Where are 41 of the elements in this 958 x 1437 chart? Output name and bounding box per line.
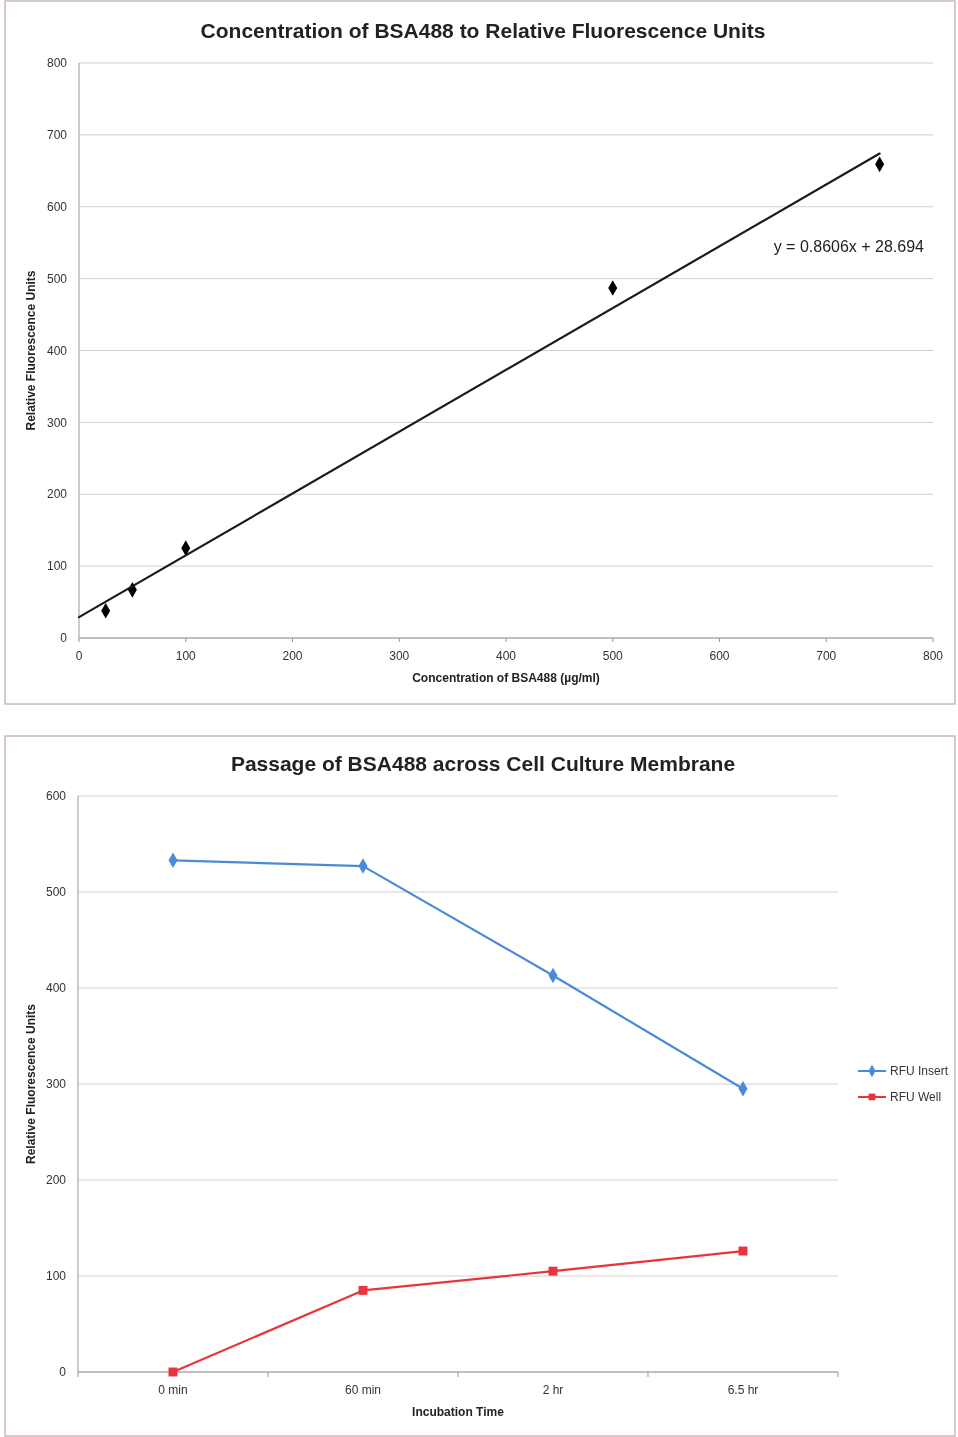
y-tick-label: 300 xyxy=(45,1077,67,1092)
y-tick-label: 400 xyxy=(45,981,67,996)
point xyxy=(358,1285,368,1295)
chart-title: Concentration of BSA488 to Relative Fluorescence Units xyxy=(200,19,766,42)
x-tick-label: 700 xyxy=(816,649,837,663)
y-axis-title: Relative Fluorescence Units xyxy=(24,1003,38,1165)
chart-title: Passage of BSA488 across Cell Culture Membrane xyxy=(230,752,736,775)
x-tick-label: 400 xyxy=(495,649,517,663)
x-tick-label: 100 xyxy=(175,649,197,663)
y-tick-label: 600 xyxy=(45,789,67,804)
y-tick-label: 0 xyxy=(59,1365,67,1380)
y-tick-label: 0 xyxy=(60,631,68,646)
y-tick-label: 700 xyxy=(46,128,68,143)
y-tick-label: 400 xyxy=(46,343,68,358)
x-tick-label: 2 hr xyxy=(542,1383,564,1397)
x-tick-label: 60 min xyxy=(344,1383,382,1397)
x-tick-label: 300 xyxy=(389,649,410,663)
x-tick-label: 0 min xyxy=(158,1383,188,1397)
point xyxy=(738,1246,748,1256)
y-tick-label: 200 xyxy=(46,487,68,502)
annotation: y = 0.8606x + 28.694 xyxy=(773,237,925,255)
x-tick-label: 800 xyxy=(922,649,944,663)
legend-label: RFU Insert xyxy=(890,1064,949,1079)
x-tick-label: 500 xyxy=(602,649,624,663)
x-tick-label: 6.5 hr xyxy=(727,1383,759,1397)
y-tick-label: 200 xyxy=(45,1173,67,1188)
y-tick-label: 500 xyxy=(46,271,68,286)
x-axis-title: Concentration of BSA488 (µg/ml) xyxy=(412,671,600,685)
x-axis-title: Incubation Time xyxy=(412,1405,505,1419)
y-tick-label: 500 xyxy=(45,885,67,900)
x-tick-label: 600 xyxy=(709,649,730,663)
y-tick-label: 600 xyxy=(46,199,68,214)
point xyxy=(548,1266,558,1276)
y-tick-label: 800 xyxy=(46,56,68,71)
x-tick-label: 0 xyxy=(75,649,83,663)
y-tick-label: 100 xyxy=(46,559,68,574)
y-tick-label: 100 xyxy=(45,1269,67,1284)
y-tick-label: 300 xyxy=(46,415,68,430)
x-tick-label: 200 xyxy=(282,649,303,663)
y-axis-title: Relative Fluorescence Units xyxy=(24,270,38,431)
legend-label: RFU Well xyxy=(890,1090,942,1105)
